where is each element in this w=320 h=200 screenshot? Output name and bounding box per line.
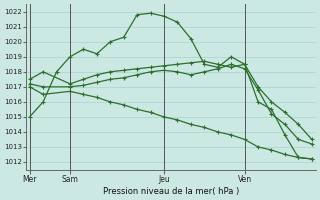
X-axis label: Pression niveau de la mer( hPa ): Pression niveau de la mer( hPa ) <box>103 187 239 196</box>
